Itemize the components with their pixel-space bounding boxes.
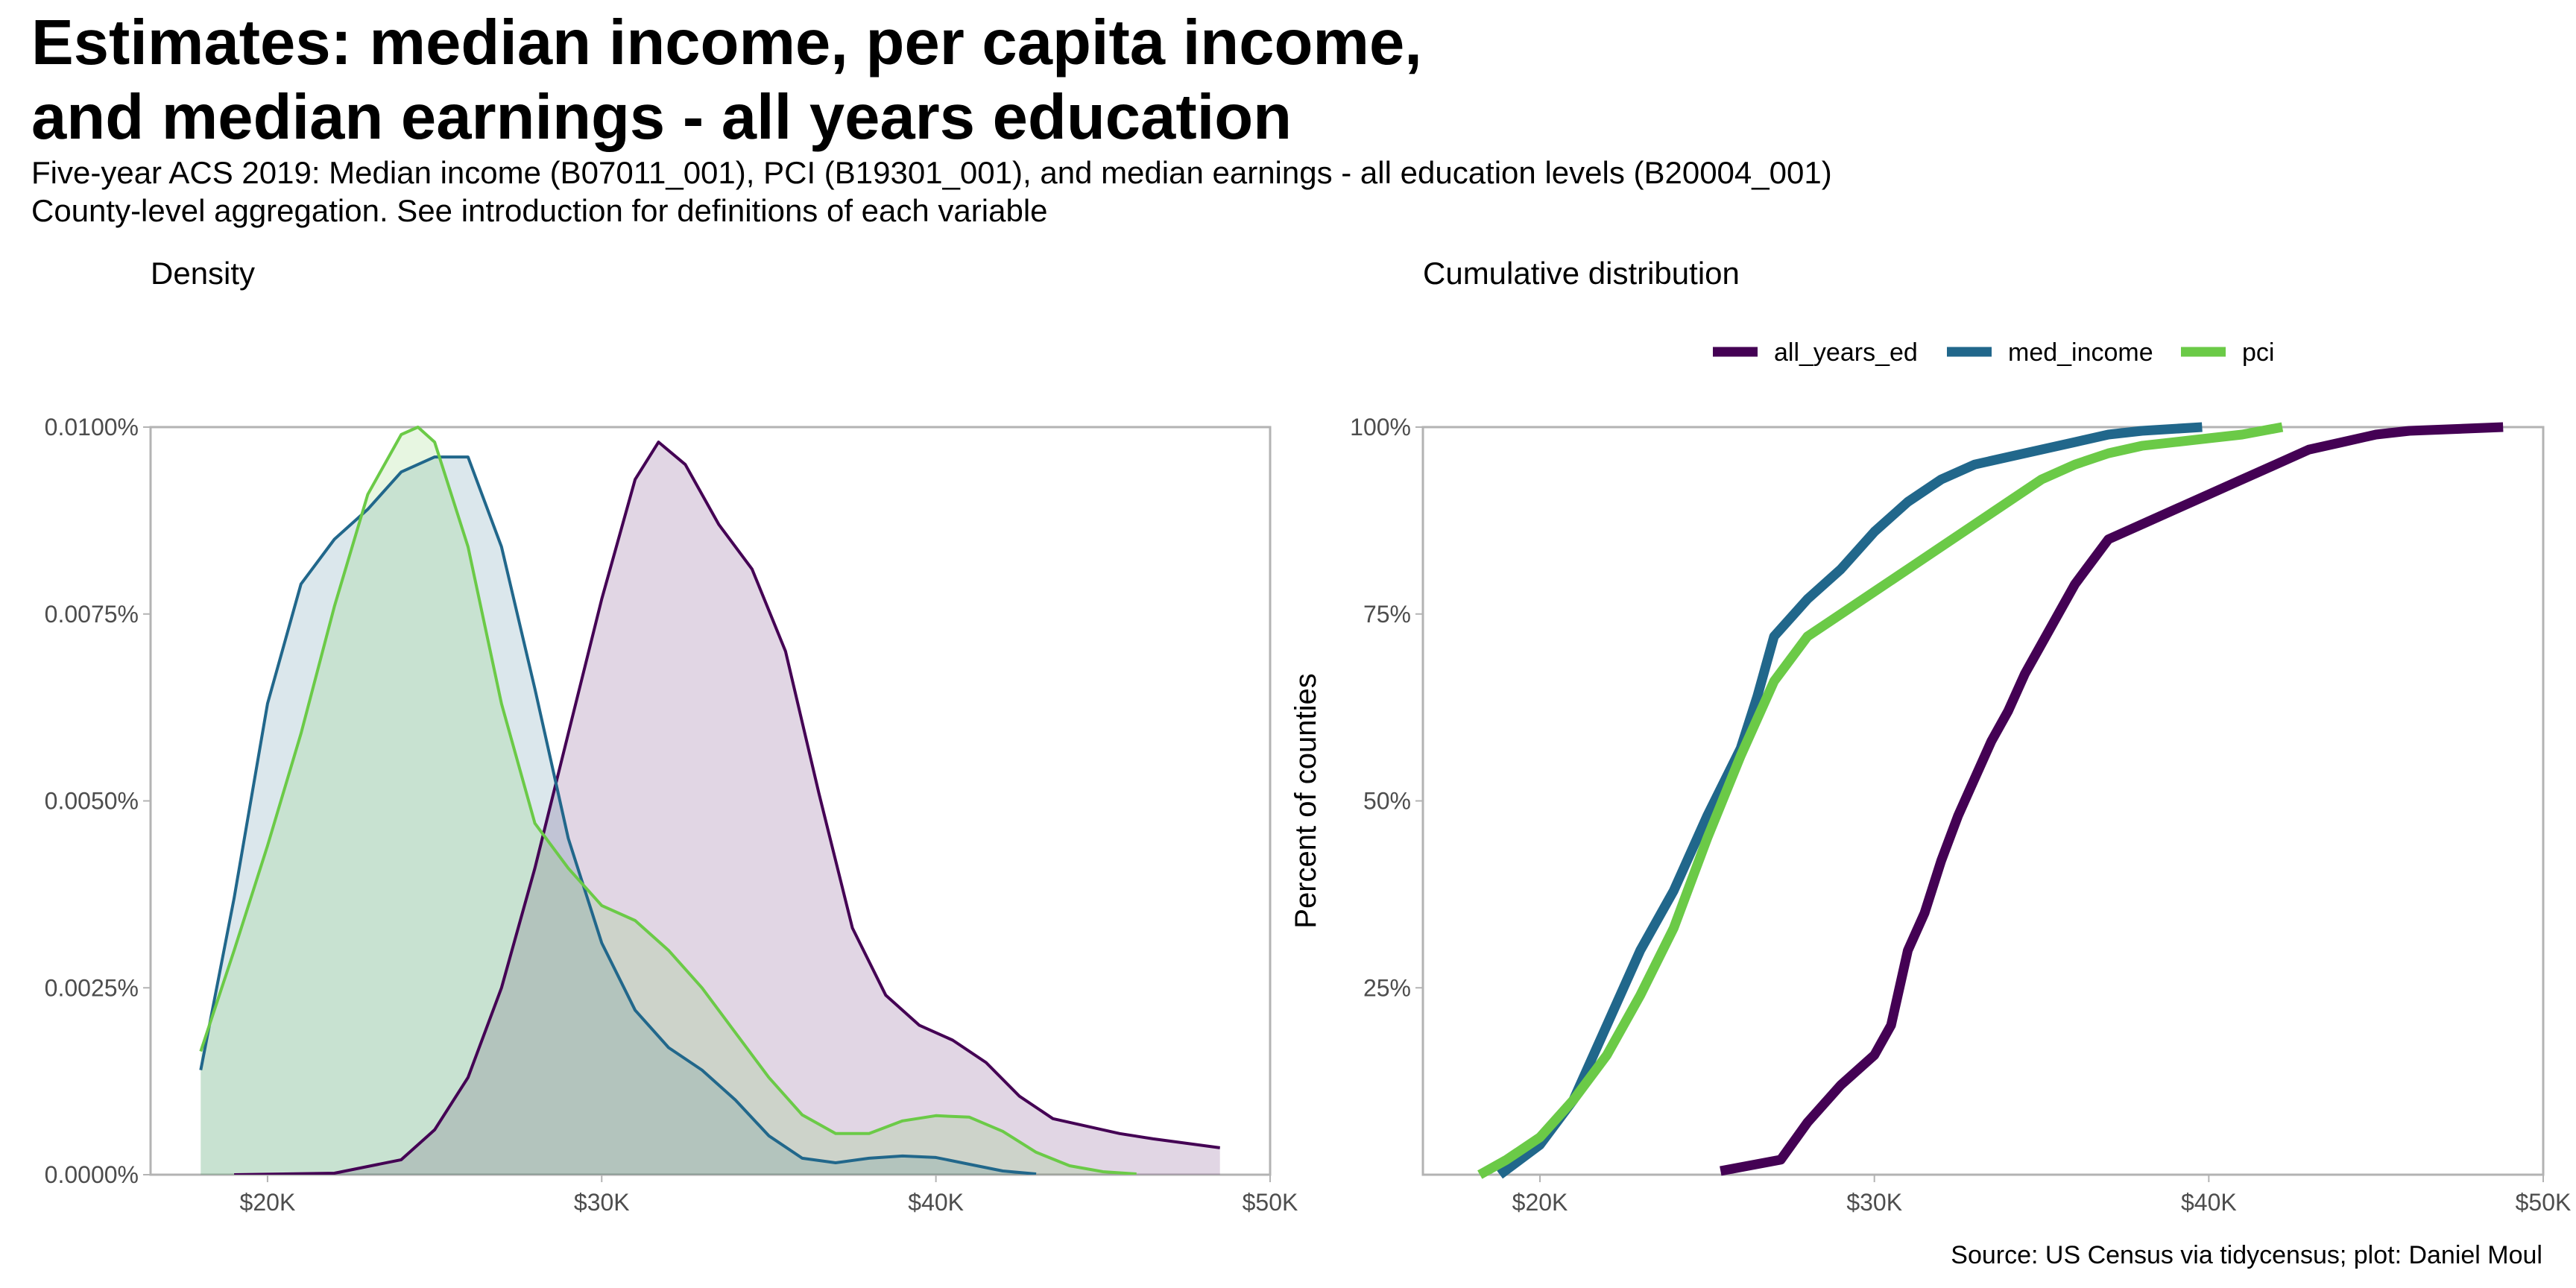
density-x-tick-label: $20K: [240, 1189, 296, 1216]
cumulative-y-axis-label: Percent of counties: [1289, 673, 1322, 928]
legend-label-all_years_ed: all_years_ed: [1774, 338, 1918, 367]
subtitle-line-2: County-level aggregation. See introducti…: [31, 193, 1048, 228]
density-y-tick-label: 0.0025%: [45, 974, 139, 1001]
density-area-all_years_ed: [234, 442, 1220, 1175]
source-caption: Source: US Census via tidycensus; plot: …: [1951, 1241, 2542, 1269]
legend-label-pci: pci: [2242, 338, 2274, 367]
cumulative-x-tick-label: $40K: [2181, 1189, 2237, 1216]
cumulative-x-tick-label: $20K: [1512, 1189, 1568, 1216]
chart-subtitle: Five-year ACS 2019: Median income (B0701…: [31, 154, 1832, 230]
density-y-tick-label: 0.0100%: [45, 414, 139, 441]
title-line-1: Estimates: median income, per capita inc…: [31, 7, 1422, 78]
density-y-tick-label: 0.0075%: [45, 601, 139, 628]
density-line-all_years_ed: [234, 441, 1220, 1175]
density-line-med_income: [199, 455, 1037, 1175]
density-x-tick-label: $30K: [574, 1189, 630, 1216]
cumulative-y-tick-label: 25%: [1363, 974, 1411, 1001]
cumulative-panel: $20K $30K $40K $50K 25% 50% 75% 100% Percent of …: [1289, 414, 2571, 1216]
legend: all_years_ed med_income pci: [1713, 338, 2274, 367]
cumulative-line-pci: [1477, 422, 2284, 1179]
density-plot-area: [199, 426, 1220, 1175]
cumulative-y-tick-label: 50%: [1363, 788, 1411, 815]
legend-label-med_income: med_income: [2008, 338, 2153, 367]
density-panel-title: Density: [151, 256, 256, 291]
density-line-pci: [199, 426, 1137, 1175]
density-x-tick-label: $40K: [908, 1189, 964, 1216]
cumulative-line-all_years_ed: [1720, 422, 2504, 1176]
cumulative-line-med_income: [1497, 422, 2203, 1179]
density-x-tick-label: $50K: [1243, 1189, 1298, 1216]
density-area-pci: [201, 427, 1137, 1175]
cumulative-x-tick-label: $30K: [1846, 1189, 1902, 1216]
subtitle-line-1: Five-year ACS 2019: Median income (B0701…: [31, 155, 1832, 190]
density-panel: $20K $30K $40K $50K 0.0000% 0.0025% 0.0050% 0.0…: [45, 414, 1298, 1216]
density-y-tick-label: 0.0000%: [45, 1161, 139, 1188]
cumulative-x-tick-label: $50K: [2516, 1189, 2572, 1216]
chart-title: Estimates: median income, per capita inc…: [31, 6, 1422, 155]
density-area-med_income: [201, 457, 1037, 1175]
cumulative-y-tick-label: 100%: [1350, 414, 1411, 441]
density-y-tick-label: 0.0050%: [45, 788, 139, 815]
title-line-2: and median earnings - all years educatio…: [31, 82, 1292, 153]
cumulative-y-tick-label: 75%: [1363, 601, 1411, 628]
cumulative-panel-title: Cumulative distribution: [1423, 256, 1740, 291]
